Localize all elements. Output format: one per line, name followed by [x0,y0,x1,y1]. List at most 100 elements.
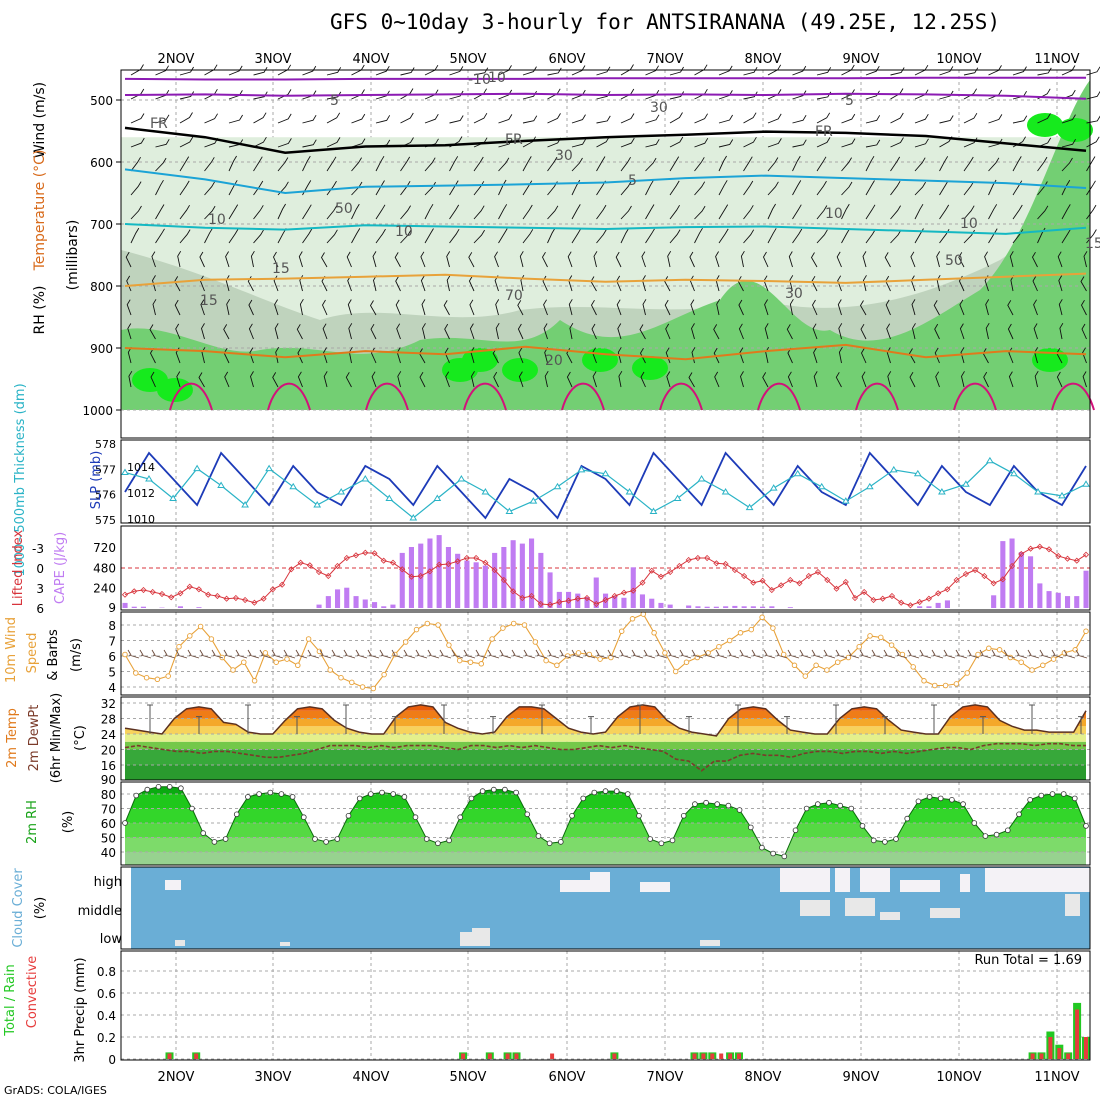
wind10-barb [583,649,596,659]
upper-wind-barb [1012,66,1027,76]
upper-wind-barb [714,371,720,388]
upper-wind-barb [1037,156,1048,172]
wind10-point [910,664,916,670]
wind10-barb [319,649,332,659]
cape-tick-label: 480 [93,561,116,575]
upper-wind-barb [792,180,802,196]
upper-wind-barb [645,114,660,124]
upper-wind-barb [351,228,361,244]
contour-label: 10 [825,206,843,222]
upper-wind-barb [253,66,268,76]
precip-convective-bar [167,1053,172,1059]
isotherm-20 [124,343,1087,361]
upper-wind-barb [934,323,940,340]
wind10-point [942,682,949,689]
temp-tick-label: 16 [101,759,116,773]
temp-minmax-bar [343,704,349,734]
wind10-point [187,633,193,639]
wind10-point [381,671,387,678]
upper-wind-barb [1082,371,1087,388]
upper-wind-barb [228,204,239,220]
upper-wind-barb [522,204,533,220]
temp-tick-label: 24 [101,728,116,742]
wind10-barb [535,649,548,659]
contour-label: 70 [505,288,523,304]
upper-wind-barb [224,371,230,388]
upper-wind-barb [277,157,289,172]
temp-minmax-bar [686,716,692,734]
cape-bar [935,602,941,608]
li-point [417,572,424,580]
slp-line [124,451,1087,520]
cloud-tick-label: high [94,875,122,890]
rh-band [125,823,1086,838]
li-point [242,596,249,604]
upper-wind-barb [664,299,671,316]
upper-wind-barb [1037,205,1049,220]
wind10-line [124,613,1087,690]
upper-wind-barb [788,251,793,268]
upper-wind-barb [179,156,190,172]
upper-wind-barb [200,299,205,316]
li-point [214,592,221,600]
wind10-point [197,623,204,630]
upper-wind-barb [963,88,977,100]
upper-wind-barb [694,205,706,220]
upper-wind-barb [473,112,488,124]
upper-wind-barb [988,114,1003,124]
upper-wind-barb [495,299,500,316]
wind10-barb [259,649,272,659]
upper-wind-barb [939,90,954,100]
upper-wind-barb [375,65,390,76]
upper-wind-barb [302,228,313,244]
upper-wind-barb [642,299,647,316]
wind10-point [424,620,431,627]
wind10-point [597,656,603,662]
rh-point [278,791,285,797]
cape-bar [344,587,350,608]
upper-wind-barb [715,251,720,268]
precip-tick-label: 0.6 [97,987,116,1001]
upper-wind-barb [665,347,671,364]
wind10-barb [655,649,668,659]
cloud-middle [845,898,875,916]
x-tick-label-bottom: 4NOV [353,1070,390,1085]
wind10-tick-label: 6 [108,650,116,664]
rh-point [647,836,653,842]
thickness-point [601,469,610,477]
upper-wind-barb [424,203,434,220]
isotherm-25-pocket [463,382,507,411]
li-point [741,572,748,580]
li-tick-label: 0 [36,562,44,576]
cloud-high [985,868,1090,892]
upper-wind-barb [617,347,622,364]
rh-point [569,812,575,819]
upper-wind-barb [419,371,426,388]
temp-minmax-bar [441,704,447,734]
ylabel-wind10-a: 10m Wind [4,617,19,683]
thickness-point [457,475,466,482]
upper-wind-barb [1083,251,1088,268]
wind10-point [651,630,657,636]
wind10-point [305,636,312,642]
upper-wind-barb [375,115,391,124]
upper-wind-barb [666,371,671,388]
rh-point [401,794,408,800]
upper-wind-barb [596,136,610,148]
upper-wind-barb [1037,113,1051,124]
upper-wind-barb [444,323,450,340]
upper-wind-barb [469,323,475,340]
upper-wind-barb [517,323,524,340]
upper-wind-barb [179,91,195,100]
li-point [704,554,711,562]
li-point [288,566,295,573]
wind10-barb [715,649,728,659]
cape-bar [612,596,618,608]
rh-tick-label: 80 [101,788,116,802]
upper-wind-barb [547,113,561,124]
wind10-barb [247,649,260,659]
rh-point [379,789,385,796]
upper-wind-barb [395,275,401,292]
li-point [694,554,701,562]
li-point [131,588,138,595]
